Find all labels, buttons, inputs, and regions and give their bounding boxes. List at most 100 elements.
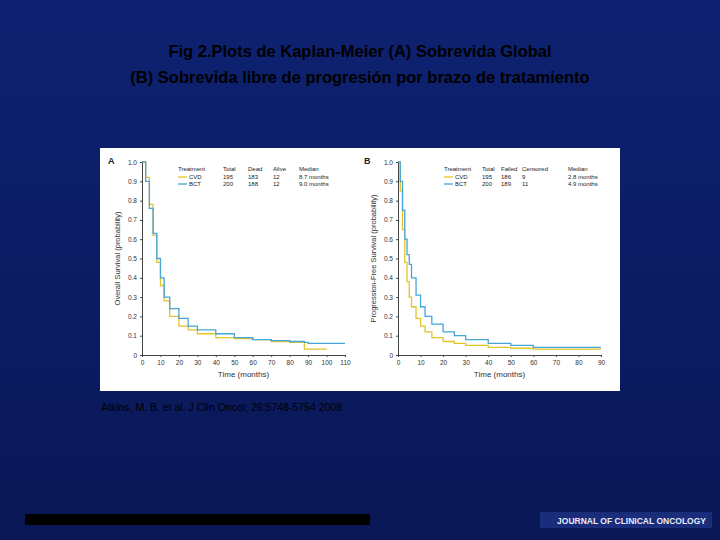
legend-header: Total xyxy=(482,166,495,172)
y-tick-mark xyxy=(140,181,142,182)
x-tick-mark xyxy=(308,355,309,357)
x-tick-label: 30 xyxy=(194,359,202,366)
x-tick-label: 90 xyxy=(305,359,313,366)
y-tick-mark xyxy=(396,278,398,279)
x-tick-mark xyxy=(234,355,235,357)
y-axis-line xyxy=(396,163,399,356)
survival-curve xyxy=(142,162,327,349)
y-tick-label: 1.0 xyxy=(128,159,137,166)
y-tick-mark xyxy=(140,220,142,221)
x-tick: 20 xyxy=(440,355,448,366)
x-tick: 70 xyxy=(268,355,276,366)
x-tick-label: 70 xyxy=(268,359,276,366)
x-tick-label: 10 xyxy=(157,359,165,366)
legend-header: Dead xyxy=(248,166,262,172)
x-axis: 0102030405060708090100110 xyxy=(141,355,351,366)
x-tick-label: 50 xyxy=(508,359,516,366)
x-tick-label: 110 xyxy=(340,359,351,366)
legend-entry: BCT xyxy=(455,181,467,187)
y-tick-label: 0.8 xyxy=(128,197,137,204)
x-tick-mark xyxy=(511,355,512,357)
y-tick: 0.4 xyxy=(128,274,142,281)
y-axis-title: Progression-Free Survival (probability) xyxy=(369,194,378,322)
y-tick-mark xyxy=(140,259,142,260)
x-tick: 70 xyxy=(553,355,561,366)
legend-header: Alive xyxy=(273,166,287,172)
y-tick-mark xyxy=(140,355,142,356)
panel: 010203040506070809000.10.20.30.40.50.60.… xyxy=(364,156,605,379)
background xyxy=(0,0,720,540)
x-tick: 0 xyxy=(397,355,401,366)
x-tick-mark xyxy=(443,355,444,357)
y-tick: 0.9 xyxy=(384,178,398,185)
y-tick-label: 0.7 xyxy=(128,216,137,223)
legend-header: Total xyxy=(223,166,236,172)
x-tick-mark xyxy=(601,355,602,357)
legend-entry: CVD xyxy=(455,174,468,180)
x-axis: 0102030405060708090 xyxy=(397,355,606,366)
x-tick: 90 xyxy=(598,355,606,366)
legend-cell: 183 xyxy=(248,174,259,180)
x-tick: 90 xyxy=(305,355,313,366)
y-tick-label: 0.9 xyxy=(128,178,137,185)
footer-logo-bg xyxy=(540,512,712,528)
legend-cell: 200 xyxy=(223,181,234,187)
survival-curve xyxy=(398,162,601,347)
legend-cell: 4.9 months xyxy=(568,181,598,187)
x-tick-label: 10 xyxy=(417,359,425,366)
x-tick: 60 xyxy=(250,355,258,366)
y-tick-mark xyxy=(140,278,142,279)
y-tick: 0.4 xyxy=(384,274,398,281)
x-tick: 10 xyxy=(157,355,165,366)
y-tick: 0.3 xyxy=(384,294,398,301)
y-tick-mark xyxy=(140,201,142,202)
y-tick-label: 0.5 xyxy=(128,255,137,262)
x-tick-mark xyxy=(578,355,579,357)
legend-cell: 12 xyxy=(273,181,280,187)
y-axis: 00.10.20.30.40.50.60.70.80.91.0 xyxy=(128,159,143,359)
y-tick: 0.8 xyxy=(384,197,398,204)
x-tick: 30 xyxy=(194,355,202,366)
legend-swatch xyxy=(444,176,453,177)
x-tick-label: 20 xyxy=(176,359,184,366)
y-tick: 0.5 xyxy=(384,255,398,262)
x-tick-mark xyxy=(197,355,198,357)
survival-curve xyxy=(398,162,601,349)
x-tick-label: 40 xyxy=(485,359,493,366)
y-tick-label: 0.3 xyxy=(128,294,137,301)
y-tick-label: 0.7 xyxy=(384,216,393,223)
x-tick-mark xyxy=(466,355,467,357)
y-tick-mark xyxy=(396,316,398,317)
x-axis-line xyxy=(399,356,602,358)
y-tick-label: 0.5 xyxy=(384,255,393,262)
y-tick-label: 0.3 xyxy=(384,294,393,301)
y-tick-label: 0.4 xyxy=(384,274,393,281)
y-tick-mark xyxy=(140,239,142,240)
x-tick-label: 50 xyxy=(231,359,239,366)
x-tick-mark xyxy=(533,355,534,357)
x-tick: 50 xyxy=(231,355,239,366)
legend-entry: CVD xyxy=(189,174,202,180)
x-tick: 80 xyxy=(575,355,583,366)
x-tick-label: 90 xyxy=(598,359,606,366)
y-tick-mark xyxy=(396,201,398,202)
plot-area xyxy=(142,162,345,349)
y-axis: 00.10.20.30.40.50.60.70.80.91.0 xyxy=(384,159,399,359)
x-tick-mark xyxy=(253,355,254,357)
x-tick: 10 xyxy=(417,355,425,366)
y-tick: 0.1 xyxy=(128,332,142,339)
x-tick-label: 80 xyxy=(575,359,583,366)
legend-swatch xyxy=(444,183,453,184)
x-tick: 100 xyxy=(322,355,333,366)
panel-label: B xyxy=(364,156,371,166)
y-tick-label: 0.6 xyxy=(128,236,137,243)
y-tick-mark xyxy=(396,355,398,356)
y-tick: 0.3 xyxy=(128,294,142,301)
y-tick-label: 0.2 xyxy=(384,313,393,320)
y-tick-label: 0.2 xyxy=(128,313,137,320)
y-tick-label: 0.4 xyxy=(128,274,137,281)
y-tick: 0.1 xyxy=(384,332,398,339)
legend-cell: 9 xyxy=(522,174,526,180)
y-tick-label: 0.1 xyxy=(384,332,393,339)
y-tick: 0.2 xyxy=(128,313,142,320)
